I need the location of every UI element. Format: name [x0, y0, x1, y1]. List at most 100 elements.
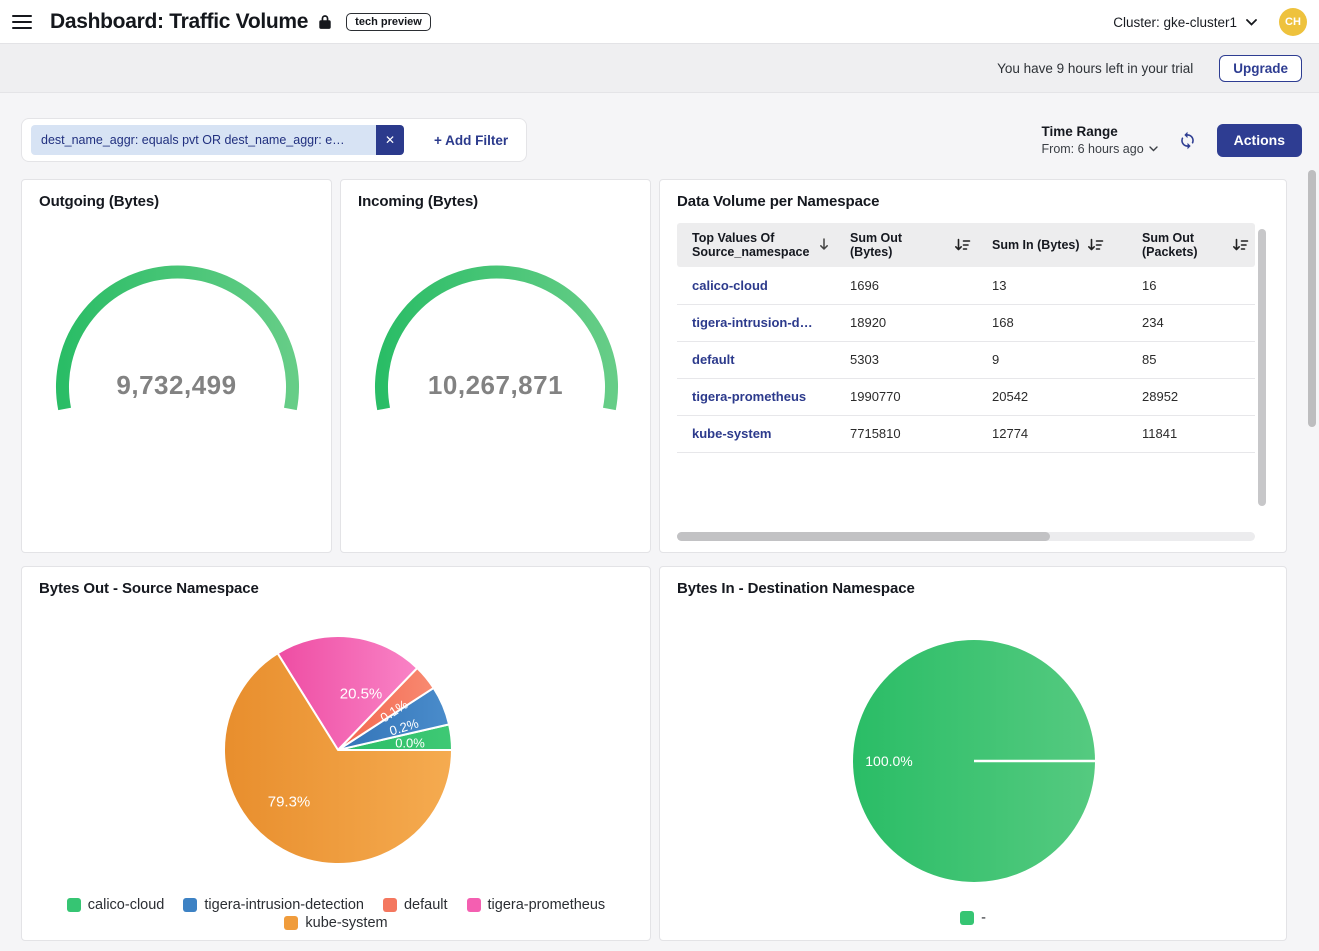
pie-slice-label: 0.0% [395, 736, 425, 751]
card-title: Outgoing (Bytes) [39, 193, 160, 210]
avatar[interactable]: CH [1279, 8, 1307, 36]
cluster-selector-label: Cluster: gke-cluster1 [1113, 14, 1237, 30]
time-range-label: Time Range [1041, 124, 1118, 140]
cell-sum-out-packets: 16 [1127, 267, 1255, 305]
pie-svg: 79.3%20.5%0.1%0.2%0.0% [223, 635, 453, 865]
legend-swatch [183, 898, 198, 912]
card-title: Bytes Out - Source Namespace [39, 580, 259, 597]
namespace-link[interactable]: kube-system [677, 415, 835, 453]
column-label: Sum In (Bytes) [992, 238, 1080, 252]
namespace-link[interactable]: tigera-prometheus [677, 378, 835, 416]
card-title: Data Volume per Namespace [677, 193, 880, 210]
legend-swatch [466, 898, 481, 912]
cell-sum-in-bytes: 9 [977, 341, 1127, 379]
top-header: Dashboard: Traffic Volume tech preview C… [0, 0, 1319, 44]
gauge-chart [375, 265, 618, 411]
namespace-table: Top Values Of Source_namespace Sum Out (… [677, 223, 1255, 453]
close-icon[interactable]: ✕ [376, 125, 404, 155]
legend-label: tigera-prometheus [487, 897, 606, 913]
namespace-link[interactable]: tigera-intrusion-d… [677, 304, 835, 342]
filter-bar: dest_name_aggr: equals pvt OR dest_name_… [21, 118, 1302, 162]
filter-box: dest_name_aggr: equals pvt OR dest_name_… [21, 118, 528, 162]
pie-legend: - [660, 910, 1286, 926]
legend-item-kube-system[interactable]: kube-system [284, 915, 388, 931]
trial-banner: You have 9 hours left in your trial Upgr… [0, 44, 1319, 93]
legend-swatch [960, 911, 975, 925]
legend-item-tigera-intrusion-detection[interactable]: tigera-intrusion-detection [183, 897, 364, 913]
table-row: kube-system 7715810 12774 11841 [677, 415, 1255, 453]
cluster-selector[interactable]: Cluster: gke-cluster1 [1113, 15, 1257, 30]
cell-sum-out-bytes: 18920 [835, 304, 977, 342]
column-label: Top Values Of Source_namespace [692, 231, 810, 259]
table-row: default 5303 9 85 [677, 341, 1255, 379]
table-header-row: Top Values Of Source_namespace Sum Out (… [677, 223, 1255, 267]
cell-sum-in-bytes: 13 [977, 267, 1127, 305]
legend-swatch [284, 916, 299, 930]
card-title: Incoming (Bytes) [358, 193, 479, 210]
gauge-chart [56, 265, 299, 411]
cell-sum-out-bytes: 5303 [835, 341, 977, 379]
legend-item-default[interactable]: default [382, 897, 448, 913]
legend-item-calico-cloud[interactable]: calico-cloud [66, 897, 164, 913]
cell-sum-in-bytes: 20542 [977, 378, 1127, 416]
pie-chart-bytes-in: 100.0% [850, 637, 1098, 890]
table-horizontal-scrollbar[interactable] [677, 532, 1050, 541]
table-row: tigera-intrusion-d… 18920 168 234 [677, 304, 1255, 342]
card-title: Bytes In - Destination Namespace [677, 580, 915, 597]
pie-svg: 100.0% [853, 640, 1095, 882]
refresh-icon[interactable] [1178, 131, 1197, 150]
table-horizontal-scrollbar-track [677, 532, 1255, 541]
legend-label: kube-system [305, 915, 388, 931]
cell-sum-out-bytes: 7715810 [835, 415, 977, 453]
cell-sum-out-bytes: 1990770 [835, 378, 977, 416]
sort-amount-down-icon [1233, 238, 1249, 251]
legend-item--[interactable]: - [960, 910, 986, 926]
legend-label: tigera-intrusion-detection [204, 897, 364, 913]
time-range-from: From: 6 hours ago [1041, 141, 1144, 156]
cell-sum-out-packets: 11841 [1127, 415, 1255, 453]
cell-sum-out-bytes: 1696 [835, 267, 977, 305]
column-header-sum-out-packets[interactable]: Sum Out (Packets) [1127, 223, 1255, 267]
dashboard-content: dest_name_aggr: equals pvt OR dest_name_… [0, 93, 1319, 941]
add-filter-button[interactable]: + Add Filter [434, 132, 509, 148]
cell-sum-out-packets: 85 [1127, 341, 1255, 379]
lock-icon [318, 14, 332, 30]
time-range-value[interactable]: From: 6 hours ago [1042, 141, 1158, 157]
menu-icon[interactable] [0, 0, 44, 44]
page-title: Dashboard: Traffic Volume [50, 9, 309, 33]
pie-chart-bytes-out: 79.3% 20.5% 0.1% 0.2% 0.0% [221, 633, 455, 872]
gauge-value: 9,732,499 [116, 370, 237, 400]
actions-button[interactable]: Actions [1216, 123, 1302, 157]
pie-slice-label: 79.3% [268, 793, 311, 810]
namespace-link[interactable]: default [677, 341, 835, 379]
filter-chip[interactable]: dest_name_aggr: equals pvt OR dest_name_… [31, 125, 376, 155]
column-label: Sum Out (Packets) [1142, 231, 1198, 259]
legend-swatch [382, 898, 397, 912]
time-range: Time Range From: 6 hours ago [1042, 123, 1158, 157]
column-header-sum-in-bytes[interactable]: Sum In (Bytes) [977, 223, 1127, 267]
table-vertical-scrollbar[interactable] [1258, 229, 1266, 506]
table-row: tigera-prometheus 1990770 20542 28952 [677, 378, 1255, 416]
column-header-sum-out-bytes[interactable]: Sum Out (Bytes) [835, 223, 977, 267]
page-scrollbar[interactable] [1308, 170, 1316, 427]
gauge-value: 10,267,871 [427, 370, 564, 400]
cell-sum-in-bytes: 168 [977, 304, 1127, 342]
card-bytes-out-pie: Bytes Out - Source Namespace 79.3% 20.5% 0… [21, 566, 651, 941]
cell-sum-in-bytes: 12774 [977, 415, 1127, 453]
namespace-link[interactable]: calico-cloud [677, 267, 835, 305]
legend-label: default [403, 897, 448, 913]
trial-message: You have 9 hours left in your trial [997, 60, 1194, 76]
cell-sum-out-packets: 234 [1127, 304, 1255, 342]
card-data-volume-table: Data Volume per Namespace Top Values Of … [659, 179, 1287, 553]
chevron-down-icon [1148, 146, 1158, 152]
column-header-source-namespace[interactable]: Top Values Of Source_namespace [677, 223, 835, 267]
pie-slice-label: 20.5% [340, 685, 383, 702]
cell-sum-out-packets: 28952 [1127, 378, 1255, 416]
legend-item-tigera-prometheus[interactable]: tigera-prometheus [466, 897, 606, 913]
table-row: calico-cloud 1696 13 16 [677, 267, 1255, 305]
upgrade-button[interactable]: Upgrade [1219, 54, 1302, 82]
pie-slice-label: 100.0% [865, 753, 912, 769]
column-label: Sum Out (Bytes) [850, 231, 903, 259]
arrow-down-icon [820, 238, 828, 250]
pie-legend: calico-cloud tigera-intrusion-detection de… [22, 897, 650, 931]
